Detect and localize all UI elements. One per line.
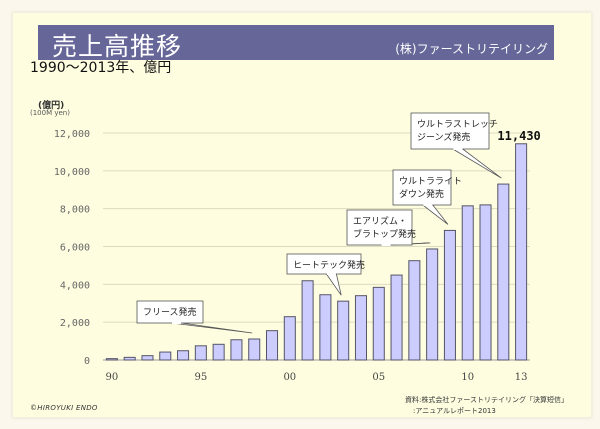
bar-2005	[372, 286, 385, 361]
bar-1992	[141, 355, 154, 361]
callout-pointer	[421, 204, 449, 225]
callout-joint	[423, 204, 433, 206]
bar-2004	[354, 295, 367, 361]
y-tick-label: 6,000	[60, 243, 90, 254]
callout-text: ウルトラライト	[399, 176, 462, 187]
source-note-line1: 資料:株式会社ファーストリテイリング「決算短信」	[405, 396, 569, 404]
x-tick-label: 05	[372, 372, 385, 383]
callout-text: ウルトラストレッチ	[417, 119, 498, 130]
x-tick-label: 90	[106, 372, 119, 383]
x-tick-label: 00	[283, 372, 296, 383]
bar-1993	[159, 351, 172, 361]
copyright-credit: ©HIROYUKI ENDO	[30, 404, 98, 412]
callout-joint	[453, 148, 463, 150]
bar-2012	[497, 183, 510, 361]
data-label: 11,430	[497, 129, 540, 143]
y-axis-unit: (億円)	[38, 101, 65, 111]
bar-1991	[123, 356, 136, 361]
callout-box	[136, 300, 204, 324]
bar-2000	[283, 316, 296, 361]
y-tick-label: 12,000	[54, 129, 90, 140]
callout-pointer	[451, 148, 502, 179]
callout-text: ジーンズ発売	[417, 131, 470, 143]
y-tick-label: 4,000	[60, 280, 90, 291]
y-tick-label: 2,000	[60, 318, 90, 329]
source-note-line2: :アニュアルレポート2013	[413, 407, 496, 415]
callout-text: ヒートテック発売	[293, 259, 365, 271]
company-name: (株)ファーストリテイリング	[395, 42, 548, 56]
bar-2007	[408, 260, 421, 361]
callout-box	[410, 112, 490, 150]
callout-text: ブラトップ発売	[353, 228, 416, 240]
bar-2006	[390, 274, 403, 361]
y-tick-label: 8,000	[60, 205, 90, 216]
bar-1998	[248, 338, 261, 361]
callout-box	[346, 209, 413, 246]
y-tick-label: 0	[84, 356, 90, 367]
bar-2003	[337, 300, 350, 361]
bar-1994	[177, 350, 190, 361]
chart-subtitle: 1990〜2013年、億円	[30, 60, 172, 76]
callout-box	[392, 169, 452, 206]
callout-joint	[326, 273, 336, 275]
bar-2008	[426, 248, 439, 361]
bar-2011	[479, 204, 492, 361]
page-title: 売上高推移	[52, 32, 183, 61]
bar-1995	[194, 345, 207, 361]
bar-1999	[266, 330, 279, 361]
callout-text: ダウン発売	[399, 188, 444, 200]
bar-2010	[461, 205, 474, 361]
x-tick-label: 13	[515, 372, 528, 383]
bar-2001	[301, 280, 314, 361]
bar-1996	[212, 343, 225, 361]
title-bar: 売上高推移 (株)ファーストリテイリング	[38, 25, 554, 61]
y-axis-unit-en: (100M yen)	[30, 109, 70, 117]
callout-box	[286, 253, 362, 275]
bar-1990	[105, 358, 118, 361]
callout-joint	[172, 322, 182, 324]
callout-text: エアリズム・	[353, 215, 407, 227]
bar-2013	[515, 143, 528, 361]
x-tick-label: 95	[194, 372, 207, 383]
bar-1997	[230, 339, 243, 361]
callout-text: フリース発売	[143, 306, 197, 318]
bar-2002	[319, 294, 332, 361]
callout-pointer	[171, 322, 253, 334]
callout-joint	[381, 244, 391, 246]
x-tick-label: 10	[461, 372, 474, 383]
y-tick-label: 10,000	[54, 167, 90, 178]
bar-2009	[443, 229, 456, 361]
